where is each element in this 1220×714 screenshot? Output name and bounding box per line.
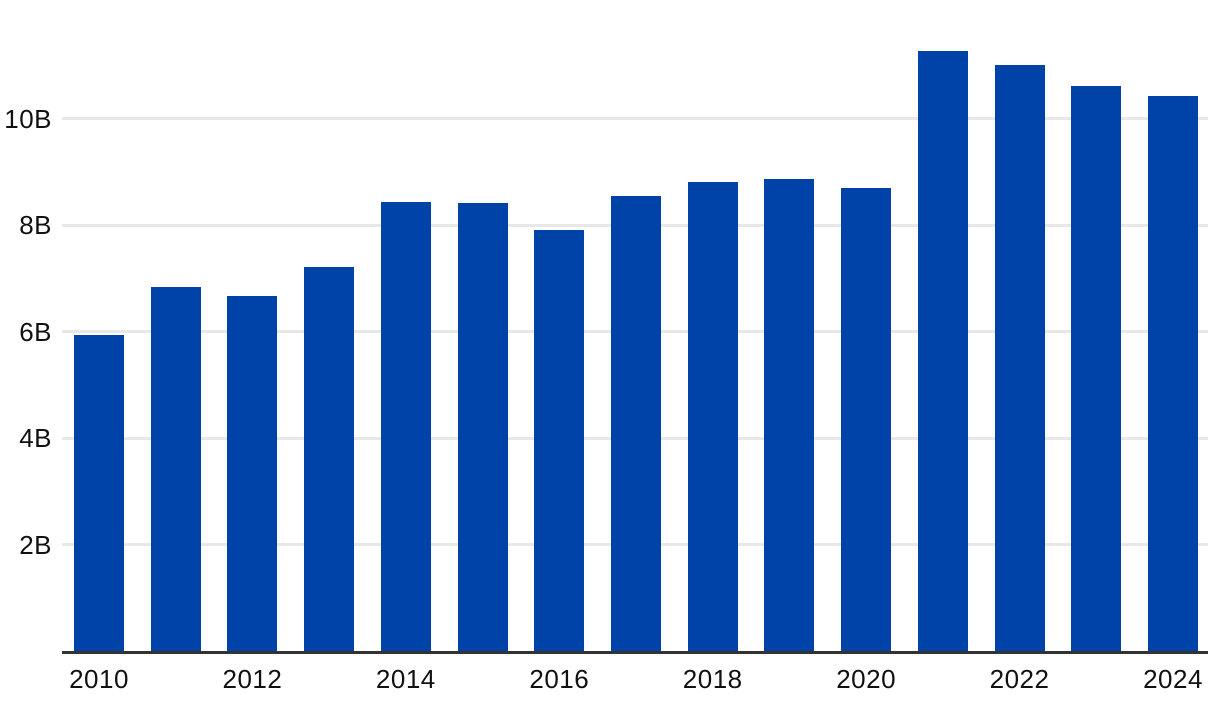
gridline-10b xyxy=(62,117,1208,120)
x-axis-tick-label-2024: 2024 xyxy=(1143,664,1203,694)
x-axis-tick-label-2010: 2010 xyxy=(69,664,129,694)
y-axis-tick-label-4b: 4B xyxy=(19,423,52,453)
bar-2017[interactable] xyxy=(610,195,661,651)
bar-2021[interactable] xyxy=(917,51,968,651)
bar-2023[interactable] xyxy=(1071,85,1122,651)
x-axis-tick-label-2012: 2012 xyxy=(222,664,283,694)
x-axis-tick-label-2022: 2022 xyxy=(989,664,1050,694)
bar-2022[interactable] xyxy=(994,65,1045,651)
x-axis-tick-label-2018: 2018 xyxy=(682,664,743,694)
bar-2015[interactable] xyxy=(457,203,508,651)
bar-2010[interactable] xyxy=(74,334,124,651)
y-axis-tick-label-2b: 2B xyxy=(19,529,52,560)
y-axis-tick-label-6b: 6B xyxy=(19,316,52,347)
bar-2024[interactable] xyxy=(1147,95,1198,651)
bar-2019[interactable] xyxy=(764,178,815,651)
x-axis-tick-label-2014: 2014 xyxy=(375,664,436,694)
y-axis-tick-label-10b: 10B xyxy=(4,103,52,134)
bar-2020[interactable] xyxy=(841,187,892,651)
plot-area xyxy=(62,0,1208,654)
x-axis-tick-label-2016: 2016 xyxy=(529,664,590,694)
bar-2011[interactable] xyxy=(150,287,201,651)
x-axis-tick-label-2020: 2020 xyxy=(836,664,897,694)
bar-2014[interactable] xyxy=(380,201,431,651)
bar-2018[interactable] xyxy=(687,182,738,651)
bar-2012[interactable] xyxy=(227,296,278,651)
bar-2013[interactable] xyxy=(304,267,355,651)
bar-2016[interactable] xyxy=(534,230,585,651)
y-axis-tick-label-8b: 8B xyxy=(19,210,52,240)
